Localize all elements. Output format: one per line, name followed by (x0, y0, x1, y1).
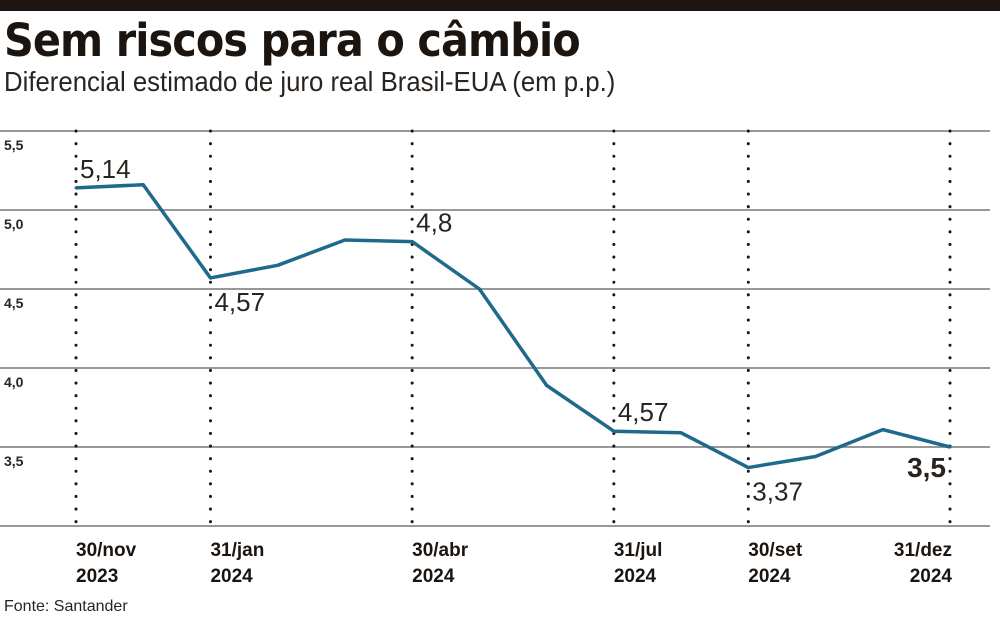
chart-title: Sem riscos para o câmbio (4, 14, 581, 67)
data-point (679, 431, 683, 435)
data-point (343, 238, 347, 242)
data-point (746, 466, 750, 470)
data-label: 5,14 (80, 154, 131, 184)
x-tick-label: 30/nov (76, 540, 137, 561)
data-label: 4,8 (416, 208, 452, 238)
x-tick-year: 2024 (412, 566, 455, 587)
y-tick-label: 4,0 (4, 374, 24, 390)
top-bar (0, 0, 1000, 11)
y-tick-label: 4,5 (4, 295, 24, 311)
x-tick-year: 2024 (614, 566, 657, 587)
data-label: 4,57 (618, 397, 669, 427)
x-tick-label: 31/jul (614, 540, 663, 561)
data-point (276, 263, 280, 267)
x-tick-year: 2024 (210, 566, 253, 587)
x-tick-label: 31/jan (210, 540, 264, 561)
x-tick-year: 2024 (748, 566, 791, 587)
y-tick-label: 5,5 (4, 137, 24, 153)
data-point (141, 183, 145, 187)
data-point (881, 428, 885, 432)
x-tick-year: 2024 (910, 566, 953, 587)
data-label: 3,5 (907, 452, 946, 483)
data-label: 4,57 (214, 287, 265, 317)
source-note: Fonte: Santander (4, 598, 128, 615)
x-tick-year: 2023 (76, 566, 118, 587)
data-point (74, 186, 78, 190)
data-point (208, 276, 212, 280)
x-tick-label: 30/set (748, 540, 803, 561)
chart-subtitle: Diferencial estimado de juro real Brasil… (4, 66, 616, 97)
data-point (545, 383, 549, 387)
data-point (948, 445, 952, 449)
data-point (814, 454, 818, 458)
data-label: 3,37 (752, 477, 803, 507)
x-tick-label: 30/abr (412, 540, 469, 561)
x-tick-label: 31/dez (894, 540, 952, 561)
data-point (477, 287, 481, 291)
y-tick-label: 3,5 (4, 453, 24, 469)
data-line (75, 182, 951, 470)
data-point (612, 429, 616, 433)
y-tick-label: 5,0 (4, 216, 24, 232)
data-point (410, 240, 414, 244)
